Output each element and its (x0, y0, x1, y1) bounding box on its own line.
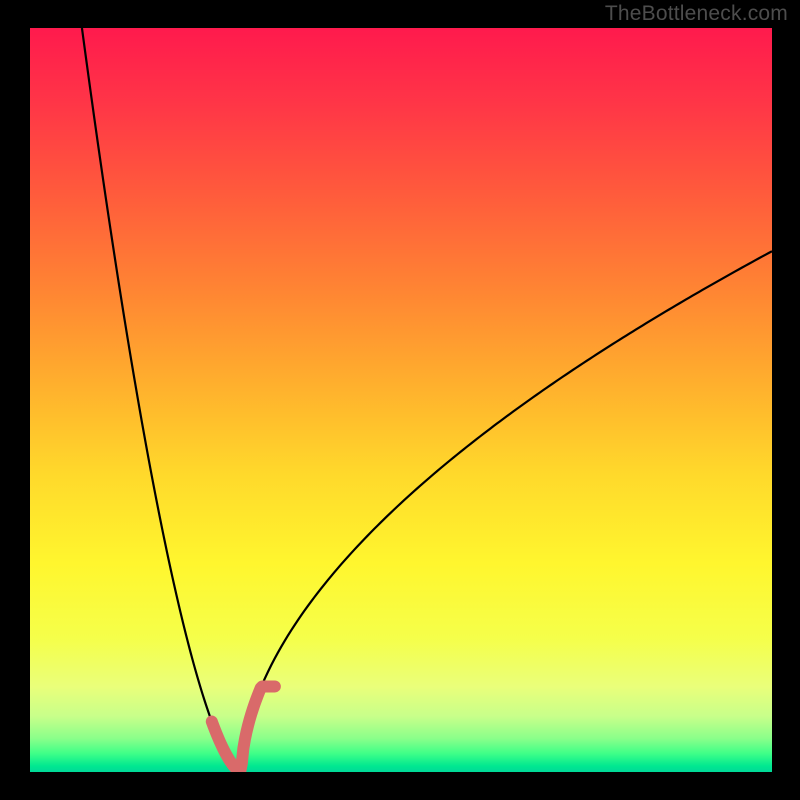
curve-layer (30, 28, 772, 772)
optimal-marker (212, 686, 275, 771)
plot-area (30, 28, 772, 772)
watermark-text: TheBottleneck.com (605, 2, 788, 26)
bottleneck-curve (82, 28, 772, 772)
